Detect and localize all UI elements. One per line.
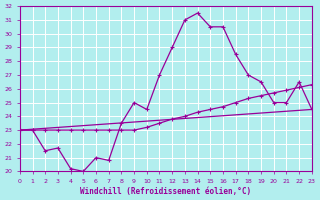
X-axis label: Windchill (Refroidissement éolien,°C): Windchill (Refroidissement éolien,°C) — [80, 187, 252, 196]
